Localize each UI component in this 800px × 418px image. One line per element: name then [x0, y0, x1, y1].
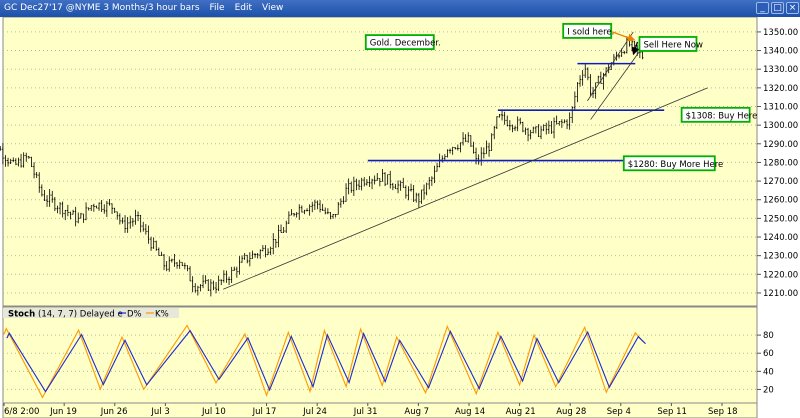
stoch-y-axis: 20 40 60 80 [757, 331, 774, 395]
stoch-d-line [6, 329, 646, 393]
close-button[interactable]: × [786, 2, 799, 14]
annotation-i-sold-here-text: I sold here. [567, 27, 614, 37]
price-tick-label: 1310.00 [763, 102, 798, 112]
x-tick-label: Sep 4 [607, 407, 631, 417]
legend-d-label: D% [127, 310, 142, 320]
legend-k-label: K% [155, 310, 169, 320]
price-overlays: Gold. December. I sold here. Sell Here Now… [223, 23, 758, 290]
stoch-tick-label: 80 [763, 331, 774, 341]
price-tick-label: 1330.00 [763, 65, 798, 75]
price-tick-label: 1340.00 [763, 47, 798, 57]
x-tick-label: Jul 24 [302, 407, 327, 417]
annotation-buy-1308-box [680, 106, 751, 123]
stoch-panel [2, 306, 758, 404]
x-tick-label: Aug 21 [506, 407, 536, 417]
title-bar-left: GC Dec27'17 @NYME 3 Months/3 hour bars F… [4, 0, 283, 17]
x-tick-label: Aug 28 [556, 407, 586, 417]
menu-view[interactable]: View [262, 3, 284, 13]
x-tick-label: Aug 7 [404, 407, 429, 417]
sold-arrow [611, 31, 636, 42]
stoch-params: (14, 7, 7) Delayed e [38, 310, 123, 320]
annotation-sell-here-now-box [638, 36, 698, 52]
stoch-title: Stoch [8, 310, 35, 320]
stoch-tick-label: 60 [763, 349, 774, 359]
channel-line [590, 42, 646, 120]
price-tick-label: 1290.00 [763, 140, 798, 150]
annotation-gold-december-text: Gold. December. [370, 39, 441, 49]
menu-file[interactable]: File [209, 3, 225, 13]
sell-now-arrow [631, 41, 640, 56]
minimize-button[interactable]: _ [756, 2, 769, 14]
maximize-button[interactable]: □ [771, 2, 784, 14]
stoch-lines [3, 324, 646, 399]
x-tick-label: Sep 11 [657, 407, 687, 417]
annotation-buy-1280-box [622, 155, 716, 172]
price-tick-label: 1300.00 [763, 121, 798, 131]
chart-canvas: Gold. December. I sold here. Sell Here Now… [0, 17, 798, 418]
menu-edit[interactable]: Edit [234, 3, 253, 13]
annotation-i-sold-here-box [562, 23, 613, 39]
x-axis-strip [2, 402, 758, 418]
x-tick-label: Jun 26 [100, 407, 128, 417]
x-tick-label: Jul 31 [353, 407, 378, 417]
price-tick-label: 1260.00 [763, 196, 798, 206]
stoch-header: Stoch (14, 7, 7) Delayed e D% K% [3, 308, 179, 320]
price-tick-label: 1230.00 [763, 252, 798, 262]
x-axis: 6/8 2:00 Jun 19 Jun 26 Jul 3 Jul 10 Jul 17 Jul… [3, 403, 738, 417]
chart-window-title: GC Dec27'17 @NYME 3 Months/3 hour bars [4, 3, 200, 13]
price-tick-label: 1250.00 [763, 214, 798, 224]
price-tick-label: 1210.00 [763, 289, 798, 299]
x-tick-label: 6/8 2:00 [4, 407, 39, 417]
price-tick-label: 1350.00 [763, 28, 798, 38]
price-grid [3, 31, 757, 294]
annotation-buy-1280-text: $1280: Buy More Here [628, 160, 724, 170]
price-tick-label: 1320.00 [763, 84, 798, 94]
x-tick-label: Jul 17 [252, 407, 277, 417]
annotation-gold-december-box [364, 34, 435, 51]
x-tick-label: Jun 19 [49, 407, 77, 417]
annotation-sell-here-now-text: Sell Here Now [643, 40, 702, 50]
price-tick-label: 1280.00 [763, 158, 798, 168]
x-tick-label: Sep 18 [708, 407, 738, 417]
stoch-k-line [3, 324, 643, 399]
price-tick-label: 1270.00 [763, 177, 798, 187]
price-tick-label: 1240.00 [763, 233, 798, 243]
window-title-bar: GC Dec27'17 @NYME 3 Months/3 hour bars F… [0, 0, 800, 17]
trendline [223, 87, 708, 290]
price-candles [0, 34, 644, 297]
channel-line [587, 31, 634, 102]
x-tick-label: Jul 3 [150, 407, 169, 417]
price-tick-label: 1220.00 [763, 270, 798, 280]
stoch-tick-label: 20 [763, 385, 774, 395]
stoch-tick-label: 40 [763, 367, 774, 377]
x-tick-label: Aug 14 [455, 407, 485, 417]
x-tick-label: Jul 10 [201, 407, 226, 417]
price-y-axis: 1210.00 1220.00 1230.00 1240.00 1250.00 1260.… [757, 28, 798, 299]
annotation-buy-1308-text: $1308: Buy Here [686, 111, 758, 121]
